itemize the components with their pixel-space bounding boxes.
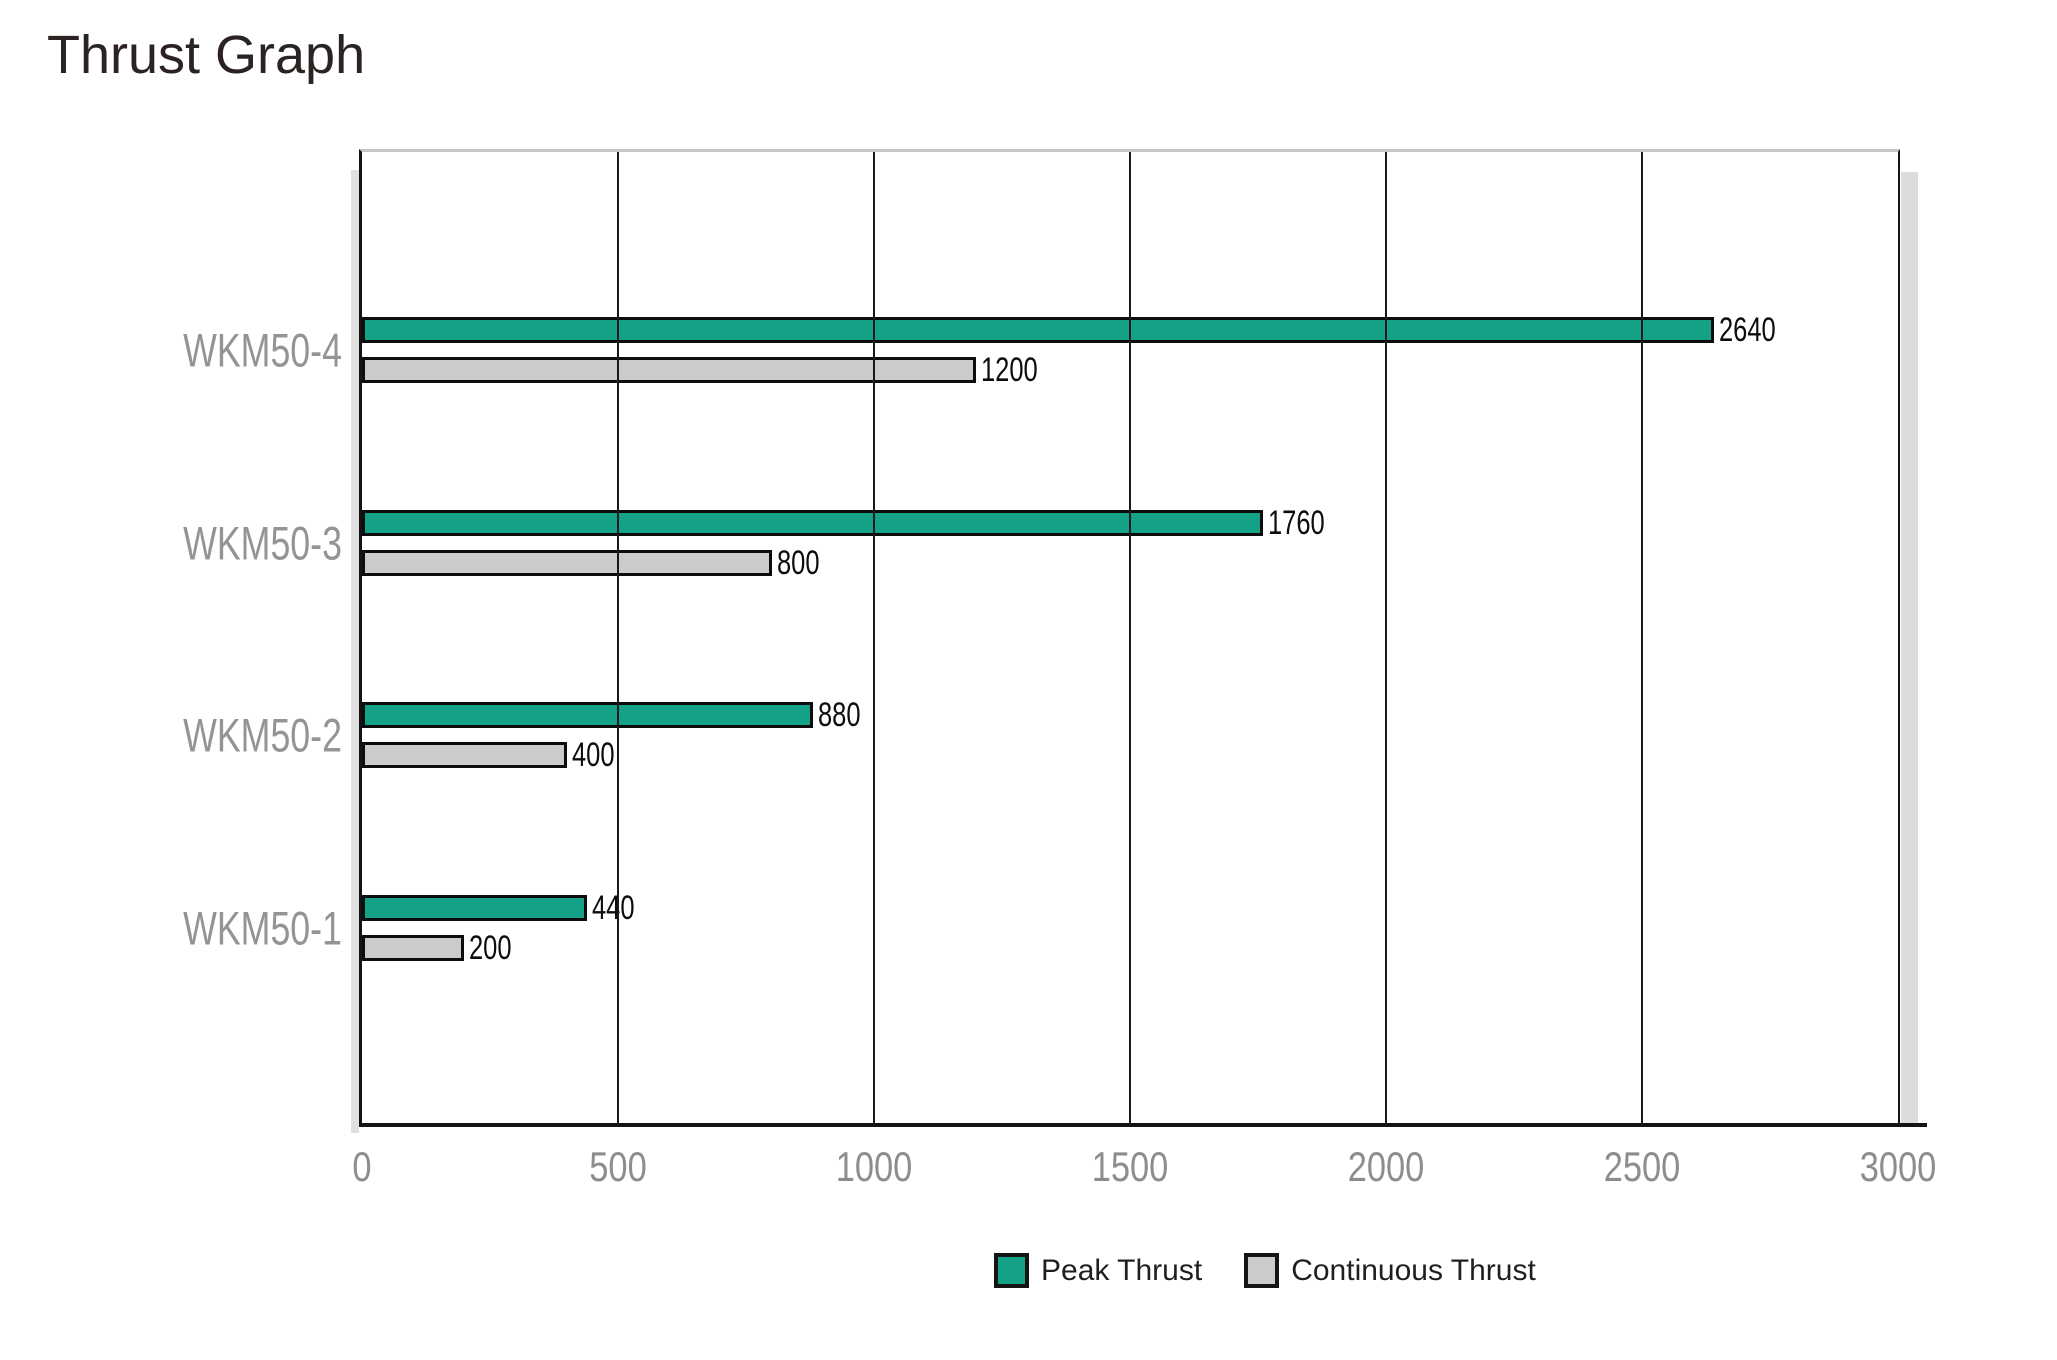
value-label-continuous-thrust-wkm50-3: 800 [776,543,820,582]
bar-peak-thrust-wkm50-2 [362,702,813,729]
value-label-continuous-thrust-wkm50-1: 200 [469,928,512,967]
gridline-2500 [1641,152,1643,1123]
x-tick-label-1500: 1500 [1091,1143,1169,1190]
category-band-wkm50-1: WKM50-1 440 200 [183,832,1898,1025]
x-tick-2000: 2000 [1339,1146,1432,1188]
chart-title: Thrust Graph [47,25,366,85]
bar-line-peak-thrust-wkm50-1: 440 [362,891,1898,925]
y-axis-label-wkm50-2: WKM50-2 [183,708,342,762]
x-tick-1000: 1000 [827,1146,920,1188]
bar-line-continuous-thrust-wkm50-1: 200 [362,931,1898,965]
x-tick-label-2000: 2000 [1347,1143,1425,1190]
bar-line-peak-thrust-wkm50-2: 880 [362,698,1898,732]
y-axis-label-wkm50-3: WKM50-3 [183,516,342,570]
bar-peak-thrust-wkm50-4 [362,317,1714,344]
y-axis-label-wkm50-1: WKM50-1 [183,901,342,955]
gridline-500 [616,152,619,1123]
x-tick-label-1000: 1000 [835,1143,913,1190]
x-tick-2500: 2500 [1595,1146,1688,1188]
category-band-wkm50-3: WKM50-3 1760 800 [183,447,1898,640]
legend: Peak Thrust Continuous Thrust [994,1253,1536,1288]
legend-item-continuous-thrust: Continuous Thrust [1244,1253,1536,1288]
legend-label-peak-thrust: Peak Thrust [1041,1253,1203,1287]
gridline-1500 [1129,152,1131,1123]
x-tick-0: 0 [350,1146,373,1188]
value-label-continuous-thrust-wkm50-2: 400 [571,736,615,775]
plot-shadow-right [1901,172,1918,1124]
legend-label-continuous-thrust: Continuous Thrust [1291,1253,1536,1287]
legend-swatch-continuous-thrust [1244,1253,1280,1288]
bar-continuous-thrust-wkm50-3 [362,549,772,576]
x-tick-1500: 1500 [1083,1146,1176,1188]
legend-item-peak-thrust: Peak Thrust [994,1253,1202,1288]
y-axis-label-wkm50-4: WKM50-4 [183,323,342,377]
x-tick-3000: 3000 [1851,1146,1944,1188]
x-tick-label-500: 500 [589,1143,647,1190]
value-label-peak-thrust-wkm50-1: 440 [592,888,635,927]
bar-line-continuous-thrust-wkm50-2: 400 [362,738,1898,772]
category-band-wkm50-2: WKM50-2 880 400 [183,639,1898,832]
gridline-1000 [872,152,875,1123]
plot-area: WKM50-4 2640 1200 WKM50-3 1760 800 WKM50-2 880 4… [183,149,1927,1127]
bar-peak-thrust-wkm50-3 [362,509,1264,536]
bar-continuous-thrust-wkm50-4 [362,357,977,384]
value-label-continuous-thrust-wkm50-4: 1200 [981,351,1039,390]
bar-line-continuous-thrust-wkm50-3: 800 [362,546,1898,580]
value-label-peak-thrust-wkm50-2: 880 [817,696,861,735]
legend-swatch-peak-thrust [994,1253,1029,1288]
bar-line-peak-thrust-wkm50-4: 2640 [362,313,1898,347]
bar-line-peak-thrust-wkm50-3: 1760 [362,506,1898,540]
bar-continuous-thrust-wkm50-2 [362,742,567,769]
plot-shadow-left [351,170,359,1133]
x-tick-label-2500: 2500 [1603,1143,1681,1190]
x-axis-ticks: 0 500 1000 1500 2000 2500 3000 [352,1146,1936,1206]
x-tick-label-3000: 3000 [1859,1143,1937,1190]
value-label-peak-thrust-wkm50-3: 1760 [1268,503,1325,542]
bar-continuous-thrust-wkm50-1 [362,934,465,961]
x-tick-label-0: 0 [352,1143,372,1190]
value-label-peak-thrust-wkm50-4: 2640 [1718,311,1776,350]
gridline-2000 [1384,152,1387,1123]
bar-peak-thrust-wkm50-1 [362,894,588,921]
x-tick-500: 500 [583,1146,653,1188]
